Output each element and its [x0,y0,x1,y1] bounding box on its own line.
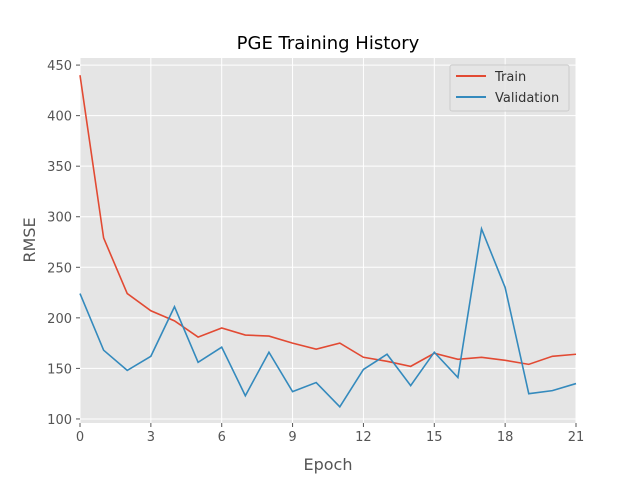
x-tick-label: 21 [568,430,585,445]
y-tick-label: 400 [47,110,72,125]
y-axis-label: RMSE [20,217,39,262]
legend-label-validation: Validation [495,91,559,106]
y-tick-label: 150 [47,362,72,377]
y-tick-label: 450 [47,59,72,74]
x-tick-label: 0 [76,430,84,445]
chart-title: PGE Training History [237,33,420,54]
series-line-train [79,75,577,368]
x-tick-label: 15 [426,430,443,445]
x-tick-label: 12 [355,430,372,445]
y-tick-label: 200 [47,312,72,327]
x-tick-label: 18 [497,430,514,445]
series-layer [79,75,577,409]
y-tick-label: 100 [47,413,72,428]
x-tick-label: 6 [218,430,226,445]
y-tick-label: 300 [47,211,72,226]
series-line-validation [79,225,577,409]
plot-area [80,58,576,423]
x-tick-label: 9 [288,430,296,445]
ticks: 0 3 6 9 12 15 18 21 100 150 200 250 300 350 400 450 [47,59,584,445]
y-tick-label: 350 [47,160,72,175]
x-axis-label: Epoch [304,455,353,474]
legend-label-train: Train [494,70,526,85]
legend: Train Validation [449,64,570,112]
x-tick-label: 3 [147,430,155,445]
y-tick-label: 250 [47,261,72,276]
